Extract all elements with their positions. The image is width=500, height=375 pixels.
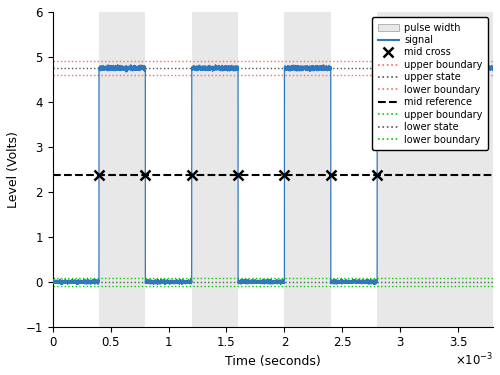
- Bar: [99, 12, 146, 327]
- Bar: [377, 12, 493, 327]
- Bar: [192, 12, 238, 327]
- Bar: [284, 12, 331, 327]
- Text: $\times10^{-3}$: $\times10^{-3}$: [454, 352, 493, 369]
- Y-axis label: Level (Volts): Level (Volts): [7, 131, 20, 208]
- Legend: pulse width, signal, mid cross, upper boundary, upper state, lower boundary, mid: pulse width, signal, mid cross, upper bo…: [372, 17, 488, 150]
- X-axis label: Time (seconds): Time (seconds): [225, 355, 320, 368]
